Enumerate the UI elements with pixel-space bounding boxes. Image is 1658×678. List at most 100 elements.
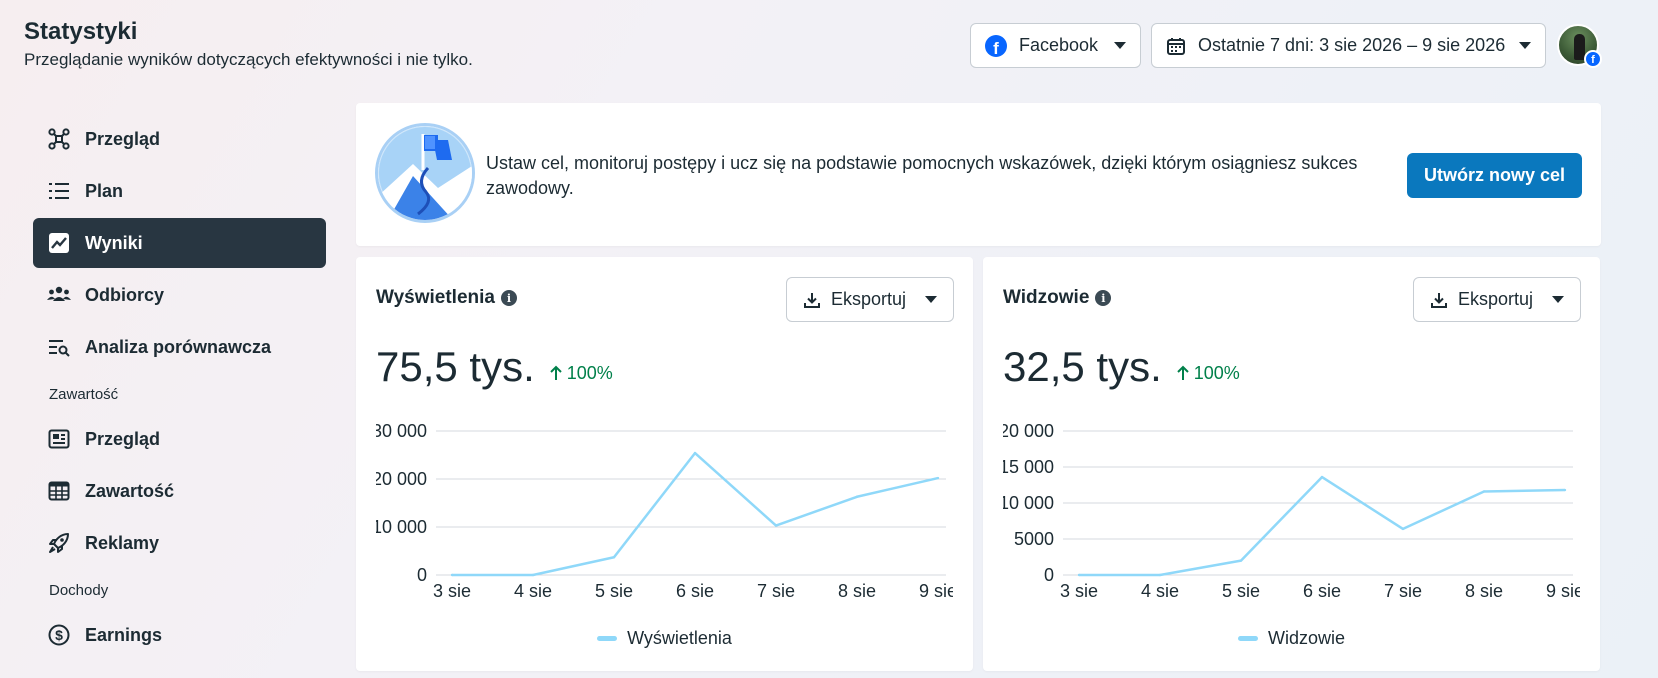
sidebar-item-zawartosc[interactable]: Zawartość	[33, 466, 326, 516]
avatar[interactable]: f	[1557, 24, 1602, 68]
goal-flag-illustration	[375, 123, 475, 223]
goal-description: Ustaw cel, monitoruj postępy i ucz się n…	[486, 153, 1358, 198]
x-tick-label: 6 sie	[1303, 581, 1341, 601]
info-icon[interactable]: i	[1095, 290, 1112, 306]
metric-change: 100%	[1193, 362, 1240, 383]
x-tick-label: 8 sie	[838, 581, 876, 601]
data-point	[1563, 488, 1567, 492]
data-point	[450, 573, 454, 577]
views-line-chart: 0 10 000 20 000 30 000 3 sie 4 sie 5 sie 6 sie 7…	[356, 407, 973, 622]
metric-value: 32,5 tys.	[1003, 343, 1162, 390]
y-tick-label: 0	[417, 565, 427, 585]
data-point	[855, 495, 859, 498]
axis-clip	[1580, 577, 1600, 617]
calendar-icon	[1167, 37, 1185, 55]
export-label: Eksportuj	[831, 289, 907, 309]
x-tick-label: 7 sie	[1384, 581, 1422, 601]
sidebar-item-label: Plan	[85, 180, 124, 201]
x-tick-label: 3 sie	[433, 581, 471, 601]
axis-clip	[953, 577, 973, 617]
media-card-icon	[47, 427, 71, 451]
data-point	[1077, 573, 1081, 577]
data-point	[1320, 475, 1324, 479]
sidebar-item-content-przeglad[interactable]: Przegląd	[33, 414, 326, 464]
list-icon	[47, 179, 71, 203]
sidebar-item-plan[interactable]: Plan	[33, 166, 326, 216]
info-icon[interactable]: i	[500, 290, 517, 306]
arrow-up-icon	[550, 365, 562, 380]
facebook-badge-icon: f	[1584, 50, 1602, 68]
create-goal-button[interactable]: Utwórz nowy cel	[1407, 153, 1582, 198]
sidebar-item-earnings[interactable]: $ Earnings	[33, 610, 326, 660]
date-range-dropdown[interactable]: Ostatnie 7 dni: 3 sie 2026 – 9 sie 2026	[1151, 23, 1546, 68]
legend-swatch	[1237, 636, 1258, 641]
people-icon	[47, 283, 71, 307]
viewers-card: Widzowie i Eksportuj 32,5 tys. 100% 0 500…	[983, 257, 1600, 671]
sidebar-item-label: Analiza porównawcza	[85, 336, 272, 357]
trend-chart-icon	[47, 231, 71, 255]
sidebar-item-analiza-porownawcza[interactable]: Analiza porównawcza	[33, 322, 326, 372]
svg-text:$: $	[55, 627, 63, 643]
legend-label: Widzowie	[1267, 628, 1346, 648]
facebook-icon: f	[985, 34, 1007, 57]
x-tick-label: 6 sie	[676, 581, 714, 601]
section-heading-zawartosc: Zawartość	[49, 385, 119, 403]
y-tick-label: 0	[1044, 565, 1054, 585]
network-icon	[47, 127, 71, 151]
rocket-icon	[47, 531, 71, 555]
y-tick-label: 15 000	[999, 457, 1054, 477]
sidebar-item-reklamy[interactable]: Reklamy	[33, 518, 326, 568]
x-tick-label: 9 sie	[919, 581, 957, 601]
platform-dropdown[interactable]: f Facebook	[970, 23, 1141, 68]
sidebar-item-wyniki[interactable]: Wyniki	[33, 218, 326, 268]
axis-clip	[356, 407, 376, 622]
export-button[interactable]: Eksportuj	[786, 277, 954, 322]
x-tick-label: 7 sie	[757, 581, 795, 601]
x-tick-label: 5 sie	[595, 581, 633, 601]
y-tick-label: 10 000	[999, 493, 1054, 513]
card-title: Wyświetlenia	[376, 287, 495, 308]
download-icon	[1431, 292, 1447, 308]
x-tick-label: 9 sie	[1546, 581, 1584, 601]
sidebar-item-przeglad[interactable]: Przegląd	[33, 114, 326, 164]
data-point	[774, 524, 778, 527]
dollar-circle-icon: $	[47, 623, 71, 647]
x-tick-label: 5 sie	[1222, 581, 1260, 601]
sidebar: Przegląd Plan Wyniki Odbiorcy Analiza po…	[33, 114, 326, 662]
export-button[interactable]: Eksportuj	[1413, 277, 1581, 322]
date-range-label: Ostatnie 7 dni: 3 sie 2026 – 9 sie 2026	[1198, 35, 1506, 55]
platform-label: Facebook	[1019, 35, 1099, 55]
arrow-up-icon	[1177, 365, 1189, 380]
sidebar-item-label: Reklamy	[85, 532, 160, 553]
axis-clip	[983, 407, 1003, 622]
data-point	[531, 573, 535, 577]
data-point	[1158, 573, 1162, 577]
x-tick-label: 4 sie	[1141, 581, 1179, 601]
export-label: Eksportuj	[1458, 289, 1534, 309]
y-tick-label: 20 000	[372, 469, 427, 489]
table-icon	[47, 479, 71, 503]
chevron-down-icon	[1552, 296, 1564, 303]
legend-swatch	[597, 636, 618, 641]
page-subtitle: Przeglądanie wyników dotyczących efektyw…	[24, 50, 473, 69]
data-point	[693, 451, 697, 455]
views-card: Wyświetlenia i Eksportuj 75,5 tys. 100% …	[356, 257, 973, 671]
card-title: Widzowie	[1003, 287, 1090, 308]
y-tick-label: 10 000	[372, 517, 427, 537]
data-point	[1401, 527, 1405, 531]
viewers-line-chart: 0 5000 10 000 15 000 20 000 3 sie 4 sie 5 sie 6 …	[983, 407, 1600, 622]
sidebar-item-odbiorcy[interactable]: Odbiorcy	[33, 270, 326, 320]
series-line	[1079, 475, 1566, 577]
chevron-down-icon	[1519, 42, 1531, 49]
sidebar-item-label: Zawartość	[85, 480, 175, 501]
chart-legend: Widzowie	[983, 628, 1600, 649]
metric-change: 100%	[566, 362, 613, 383]
y-tick-label: 5000	[1014, 529, 1054, 549]
chart-legend: Wyświetlenia	[356, 628, 973, 649]
page-title: Statystyki	[24, 18, 138, 45]
list-search-icon	[47, 335, 71, 359]
sidebar-item-label: Earnings	[85, 624, 163, 645]
y-tick-label: 30 000	[372, 421, 427, 441]
section-heading-dochody: Dochody	[49, 581, 109, 599]
sidebar-item-label: Przegląd	[85, 128, 161, 149]
